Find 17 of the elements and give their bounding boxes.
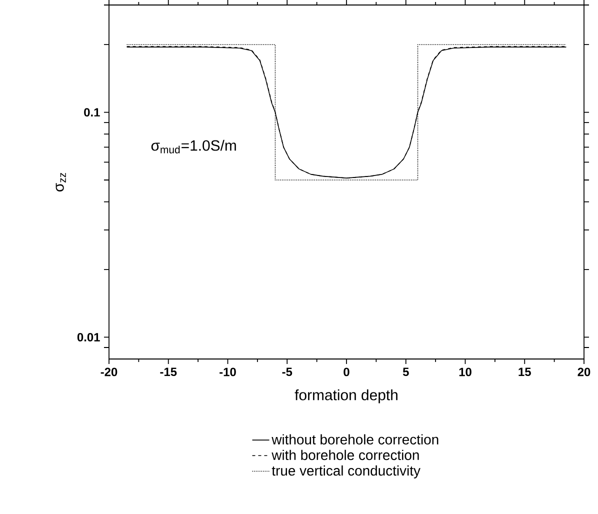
x-tick-label: 0: [344, 368, 350, 376]
x-tick-label: 20: [578, 368, 590, 376]
x-tick-label: -15: [160, 368, 177, 376]
x-tick-label: 10: [459, 368, 472, 376]
y-tick-label: 0.01: [77, 332, 100, 342]
legend-label: true vertical conductivity: [272, 465, 420, 478]
x-tick-label: -20: [100, 368, 118, 376]
y-tick-label: 0.1: [84, 108, 100, 117]
x-axis-title: formation depth: [294, 389, 398, 404]
x-tick-label: 15: [518, 368, 531, 376]
y-axis-title: σ$_{zz}$: [56, 172, 66, 192]
x-tick-label: 5: [402, 368, 409, 376]
legend-label: without borehole correction: [272, 434, 438, 444]
annotation: σ$_{mud}$=1.0S/m: [151, 140, 236, 154]
x-tick-label: -10: [220, 368, 236, 376]
legend-label: with borehole correction: [272, 450, 419, 460]
x-tick-label: -5: [282, 368, 292, 376]
